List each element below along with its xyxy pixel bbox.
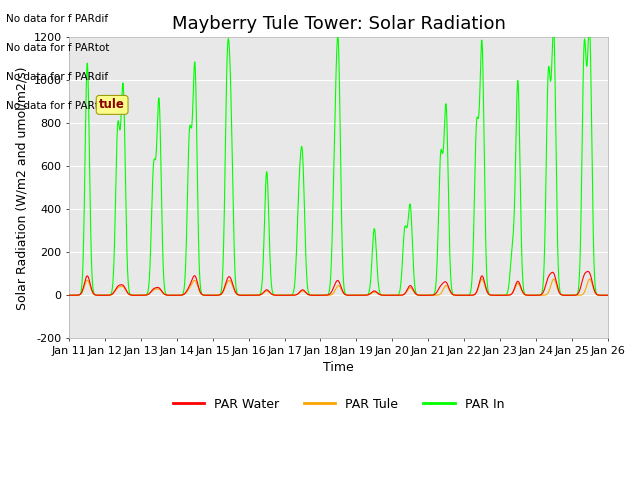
Y-axis label: Solar Radiation (W/m2 and umol/m2/s): Solar Radiation (W/m2 and umol/m2/s) bbox=[15, 66, 28, 310]
Text: No data for f PARtot: No data for f PARtot bbox=[6, 43, 110, 53]
Text: tule: tule bbox=[99, 98, 125, 111]
X-axis label: Time: Time bbox=[323, 361, 354, 374]
Title: Mayberry Tule Tower: Solar Radiation: Mayberry Tule Tower: Solar Radiation bbox=[172, 15, 506, 33]
Text: No data for f PARdif: No data for f PARdif bbox=[6, 72, 109, 82]
Text: No data for f PARtot: No data for f PARtot bbox=[6, 101, 110, 111]
Legend: PAR Water, PAR Tule, PAR In: PAR Water, PAR Tule, PAR In bbox=[168, 393, 509, 416]
Text: No data for f PARdif: No data for f PARdif bbox=[6, 14, 109, 24]
